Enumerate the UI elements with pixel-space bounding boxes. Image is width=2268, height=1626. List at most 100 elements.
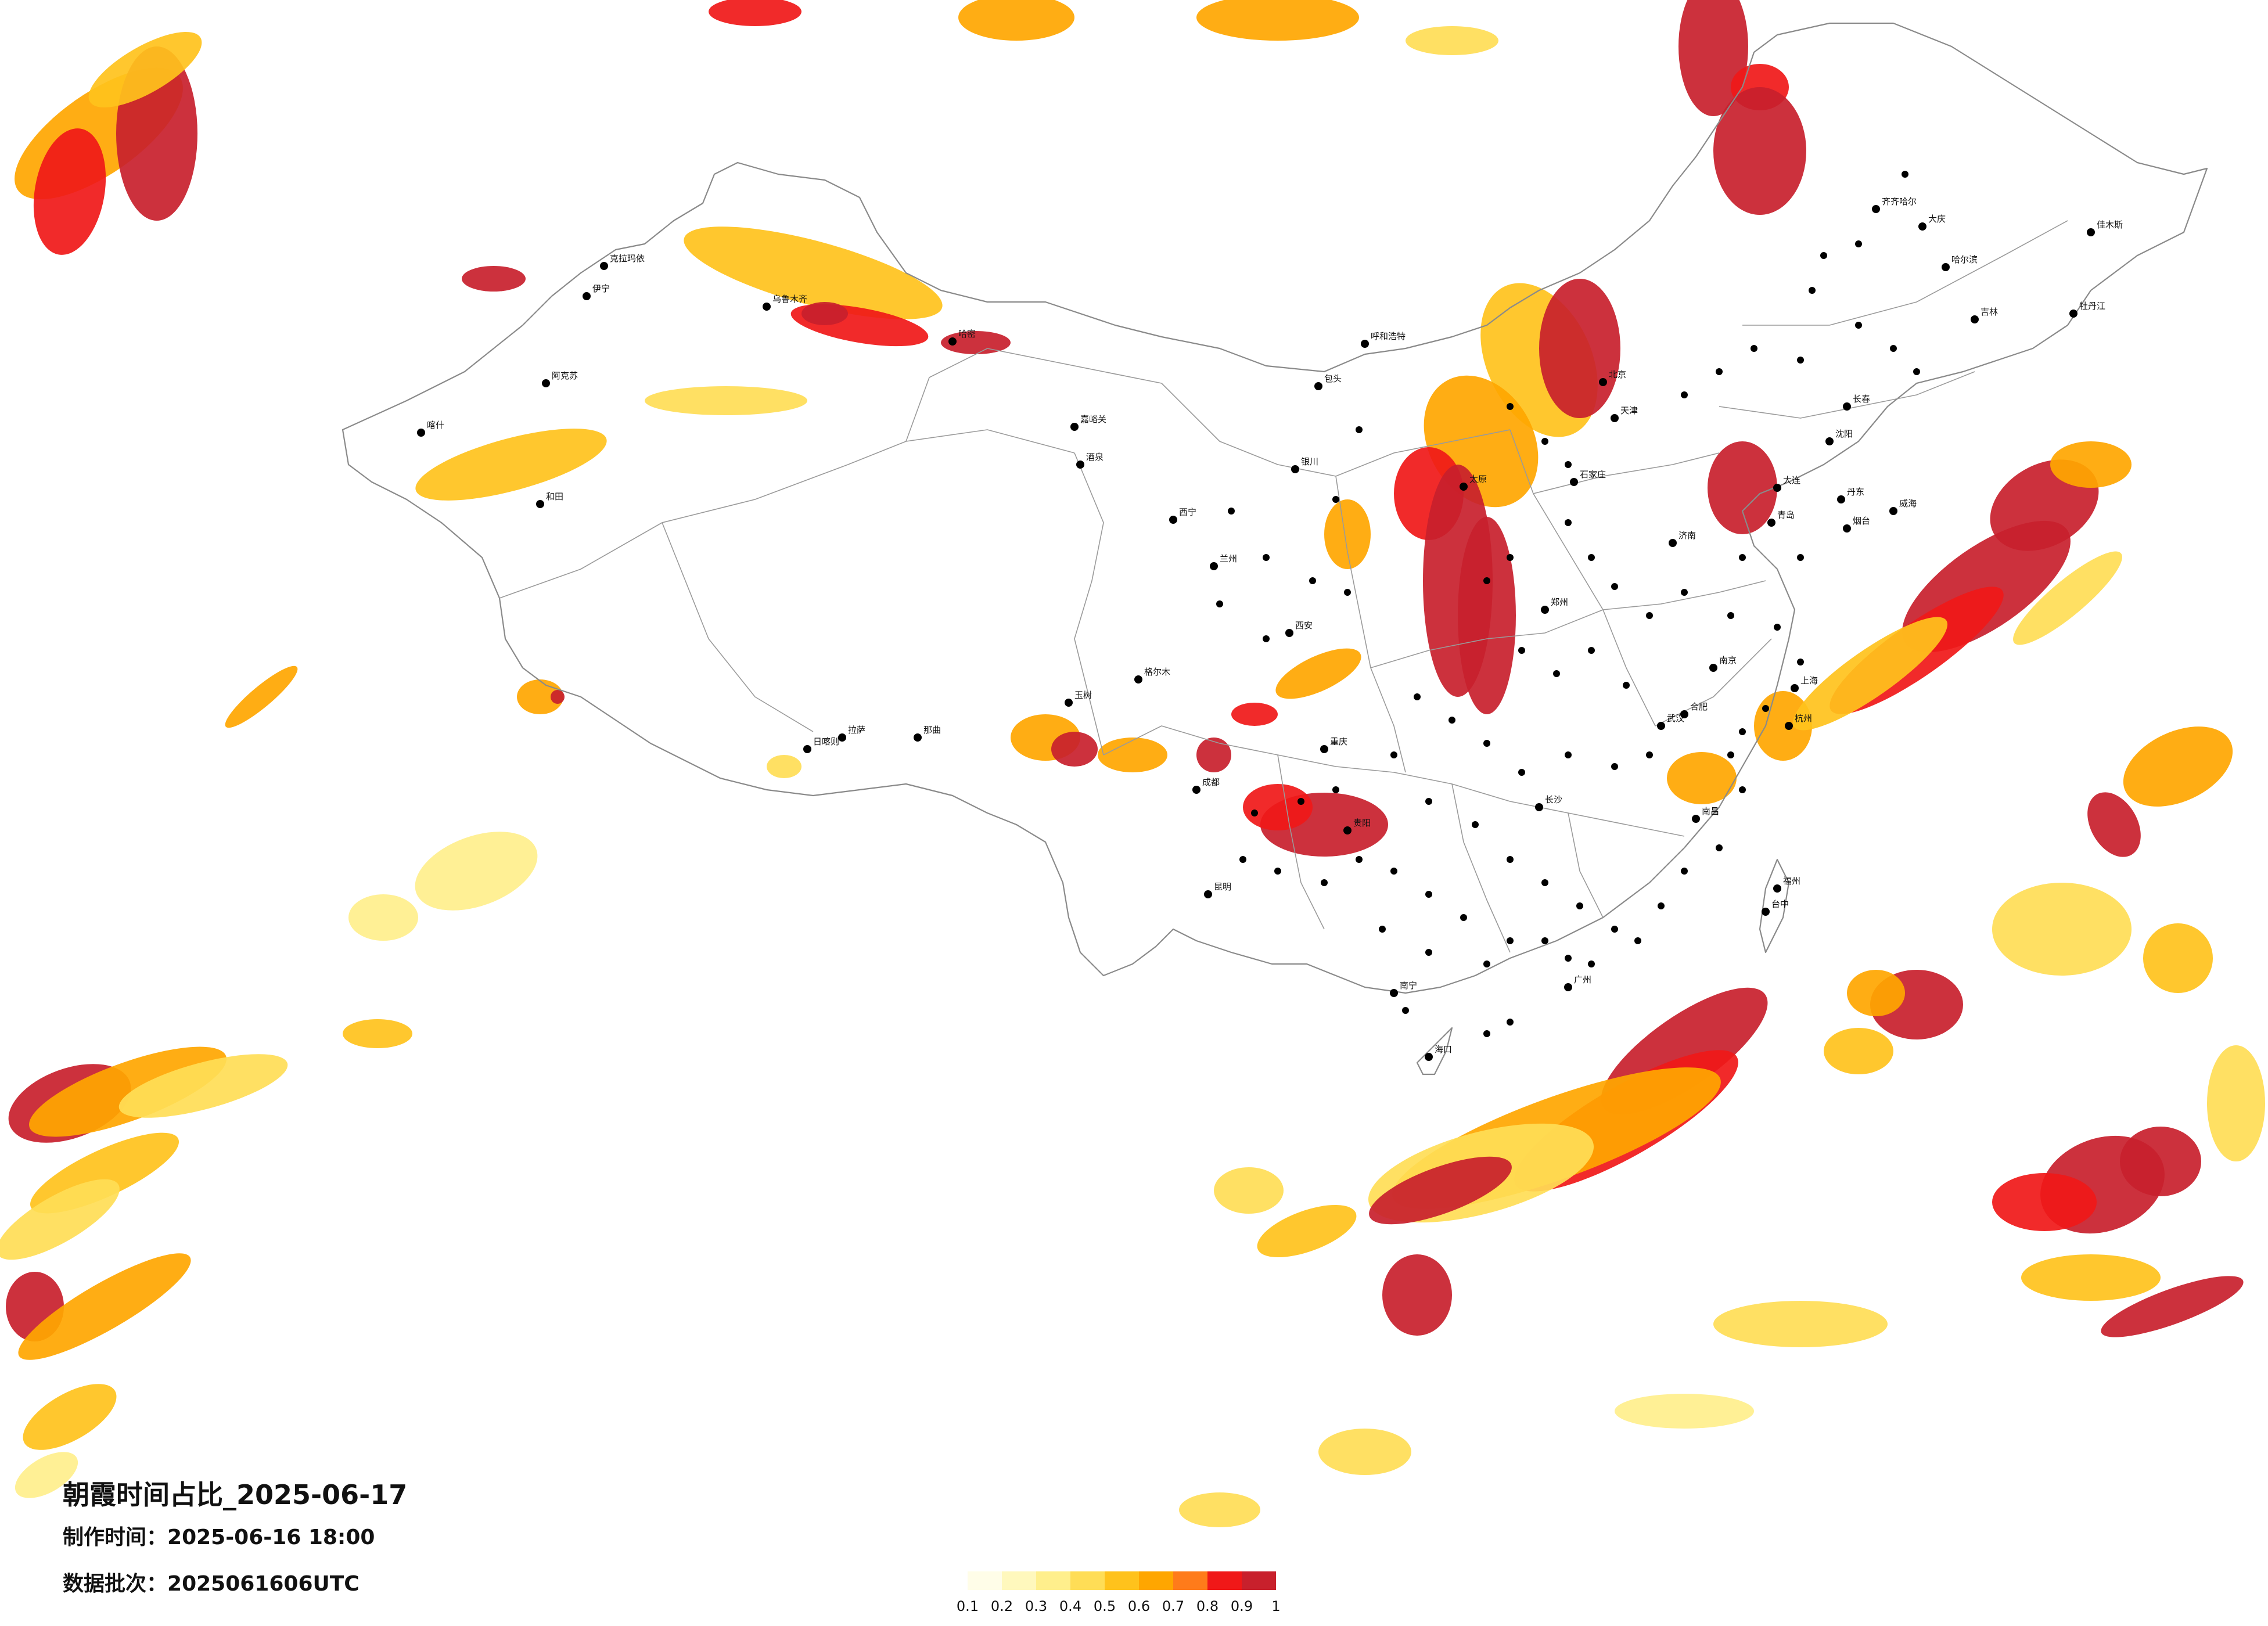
city-label: 包头 <box>1324 373 1342 384</box>
city-dot <box>536 500 544 508</box>
station-dot <box>1390 868 1397 875</box>
city-marker: 兰州 <box>1210 553 1237 570</box>
city-label: 阿克苏 <box>552 370 578 381</box>
station-dot <box>1797 659 1804 665</box>
station-dot <box>1739 554 1746 561</box>
city-marker: 台中 <box>1762 899 1789 916</box>
station-dot <box>1518 769 1525 776</box>
station-dot <box>1762 705 1769 712</box>
heatmap-cell <box>2101 1276 2244 1337</box>
city-label: 沈阳 <box>1835 429 1853 439</box>
city-marker: 那曲 <box>914 725 941 742</box>
station-dot <box>1321 879 1328 886</box>
heatmap-cell <box>1257 1204 1357 1258</box>
city-marker: 济南 <box>1669 530 1696 547</box>
city-label: 哈尔滨 <box>1951 254 1978 265</box>
city-label: 昆明 <box>1214 882 1231 892</box>
city-marker: 上海 <box>1791 675 1818 692</box>
city-dot <box>1762 908 1770 916</box>
legend-tick-label: 1 <box>1271 1598 1281 1614</box>
city-label: 武汉 <box>1667 713 1684 724</box>
station-dot <box>1483 740 1490 747</box>
city-dot <box>1169 516 1177 524</box>
heatmap-cell <box>18 1253 191 1360</box>
city-label: 那曲 <box>923 725 941 735</box>
heatmap-cell <box>415 832 538 911</box>
station-dot <box>1588 647 1595 654</box>
station-dot <box>1902 171 1908 178</box>
city-label: 银川 <box>1301 456 1318 467</box>
city-label: 长春 <box>1853 394 1870 404</box>
station-dot <box>1739 786 1746 793</box>
city-marker: 格尔木 <box>1134 667 1170 684</box>
station-dot <box>1425 891 1432 898</box>
station-dot <box>1565 519 1572 526</box>
city-dot <box>1535 803 1543 811</box>
city-dot <box>1692 815 1700 823</box>
city-label: 西宁 <box>1179 507 1196 517</box>
station-dot <box>1507 1019 1514 1026</box>
city-label: 哈密 <box>958 329 976 339</box>
city-dot <box>1564 983 1572 991</box>
heatmap-cell <box>1051 732 1098 767</box>
city-marker: 烟台 <box>1843 516 1870 533</box>
city-dot <box>1065 699 1073 707</box>
city-marker: 南昌 <box>1692 806 1719 823</box>
station-dot <box>1751 345 1757 352</box>
heatmap-cell <box>2021 1254 2161 1301</box>
city-marker: 银川 <box>1291 456 1318 473</box>
station-dot <box>1565 461 1572 468</box>
city-label: 日喀则 <box>813 736 839 747</box>
station-dot <box>1588 554 1595 561</box>
city-marker: 石家庄 <box>1570 469 1606 486</box>
city-label: 大庆 <box>1928 214 1946 224</box>
heatmap-cell <box>1196 0 1359 41</box>
city-label: 喀什 <box>427 420 444 430</box>
station-dot <box>1379 926 1386 933</box>
heatmap-cell <box>28 1046 227 1137</box>
heatmap-cell <box>118 1054 288 1118</box>
city-marker: 成都 <box>1192 777 1220 794</box>
city-label: 成都 <box>1202 777 1220 787</box>
city-label: 杭州 <box>1795 713 1812 724</box>
city-label: 嘉峪关 <box>1080 414 1106 425</box>
city-label: 玉树 <box>1074 690 1092 700</box>
city-label: 台中 <box>1771 899 1789 909</box>
station-dot <box>1611 583 1618 590</box>
heatmap-cell <box>1369 1156 1512 1225</box>
city-dot <box>1918 222 1926 231</box>
station-dot <box>1297 798 1304 805</box>
heatmap-cell <box>958 0 1074 41</box>
heatmap-cell <box>517 679 563 714</box>
heatmap-cell <box>2013 551 2122 645</box>
city-dot <box>1291 465 1299 473</box>
legend-tick-label: 0.4 <box>1059 1598 1082 1614</box>
station-dot <box>1588 961 1595 967</box>
city-dot <box>542 379 550 387</box>
city-marker: 哈尔滨 <box>1942 254 1978 271</box>
city-label: 青岛 <box>1777 510 1795 520</box>
station-dot <box>1344 589 1351 596</box>
city-dot <box>1872 205 1880 213</box>
city-dot <box>600 262 608 270</box>
city-dot <box>1709 664 1717 672</box>
city-marker: 佳木斯 <box>2087 220 2123 236</box>
legend-swatch <box>1105 1571 1139 1590</box>
heatmap-cell <box>1792 617 1948 731</box>
city-dot <box>1076 461 1084 469</box>
city-label: 西安 <box>1295 620 1313 631</box>
station-dot <box>1402 1007 1409 1014</box>
legend-tick-label: 0.3 <box>1025 1598 1048 1614</box>
legend-swatch <box>1173 1571 1207 1590</box>
country-border <box>342 22 2208 1075</box>
heatmap-cell <box>551 690 565 704</box>
city-label: 石家庄 <box>1580 469 1606 480</box>
heatmap-cell <box>1231 703 1278 726</box>
city-dot <box>1204 890 1212 898</box>
city-label: 酒泉 <box>1086 452 1104 462</box>
city-label: 太原 <box>1469 474 1487 484</box>
heatmap-cell <box>1098 738 1167 772</box>
station-dot <box>1507 403 1514 410</box>
heatmap-cell <box>1324 499 1371 569</box>
